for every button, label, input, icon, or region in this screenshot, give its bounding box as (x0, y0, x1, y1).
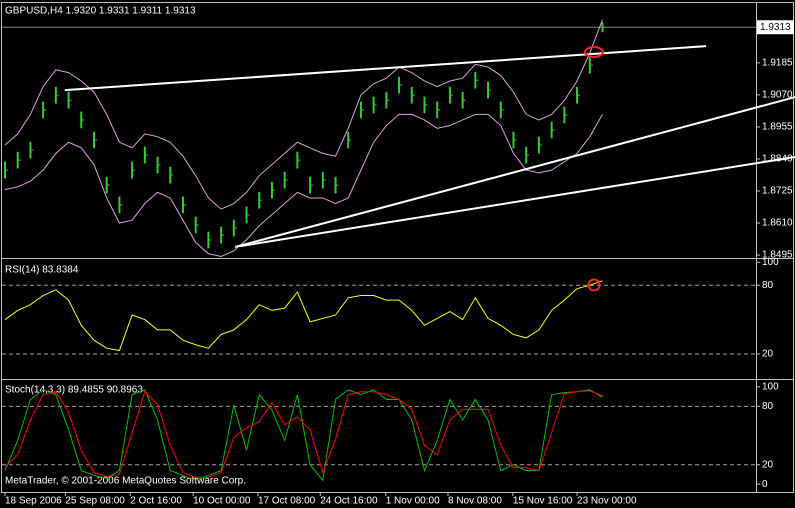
indicator-line (4, 390, 603, 478)
highlight-circle (584, 46, 604, 58)
y-tick-label: 1.9185 (762, 58, 793, 69)
y-tick-label: 100 (762, 381, 779, 392)
current-price-box (757, 20, 794, 35)
x-tick-label: 1 Nov 00:00 (386, 496, 440, 507)
x-tick-label: 23 Nov 00:00 (577, 496, 637, 507)
y-tick-label: 1.8610 (762, 218, 793, 229)
indicator-line (4, 280, 603, 352)
y-tick-label: 1.8955 (762, 122, 793, 133)
x-tick-label: 8 Nov 08:00 (448, 496, 502, 507)
indicator-line (4, 389, 603, 482)
y-tick-label: 0 (762, 479, 768, 490)
x-tick-label: 2 Oct 16:00 (130, 496, 182, 507)
stoch-title: Stoch(14,3,3) 89.4855 90.8963 (5, 385, 143, 396)
y-tick-label: 100 (762, 257, 779, 268)
x-tick-label: 17 Oct 08:00 (258, 496, 316, 507)
current-price-label: 1.9313 (760, 22, 791, 33)
x-tick-label: 15 Nov 16:00 (513, 496, 573, 507)
copyright: MetaTrader, © 2001-2006 MetaQuotes Softw… (5, 476, 246, 487)
x-tick-label: 18 Sep 2006 (5, 496, 62, 507)
y-tick-label: 1.9070 (762, 90, 793, 101)
plot-layer: 1.91851.90701.89551.88401.87251.86101.84… (2, 19, 795, 507)
trend-line (240, 156, 795, 248)
frame (1, 2, 794, 493)
x-tick-label: 10 Oct 00:00 (193, 496, 251, 507)
y-tick-label: 80 (762, 280, 774, 291)
y-tick-label: 20 (762, 459, 774, 470)
x-tick-label: 24 Oct 16:00 (320, 496, 378, 507)
main-title: GBPUSD,H4 1.9320 1.9331 1.9311 1.9313 (5, 6, 196, 17)
rsi-title: RSI(14) 83.8384 (5, 265, 79, 276)
y-tick-label: 20 (762, 349, 774, 360)
y-tick-label: 1.8495 (762, 250, 793, 261)
x-tick-label: 25 Sep 08:00 (65, 496, 125, 507)
band-upper (4, 19, 603, 210)
trend-line (64, 45, 707, 92)
highlight-circle (587, 278, 601, 292)
y-tick-label: 80 (762, 401, 774, 412)
y-tick-label: 1.8725 (762, 186, 793, 197)
trend-line (234, 96, 795, 248)
band-lower (4, 113, 603, 257)
